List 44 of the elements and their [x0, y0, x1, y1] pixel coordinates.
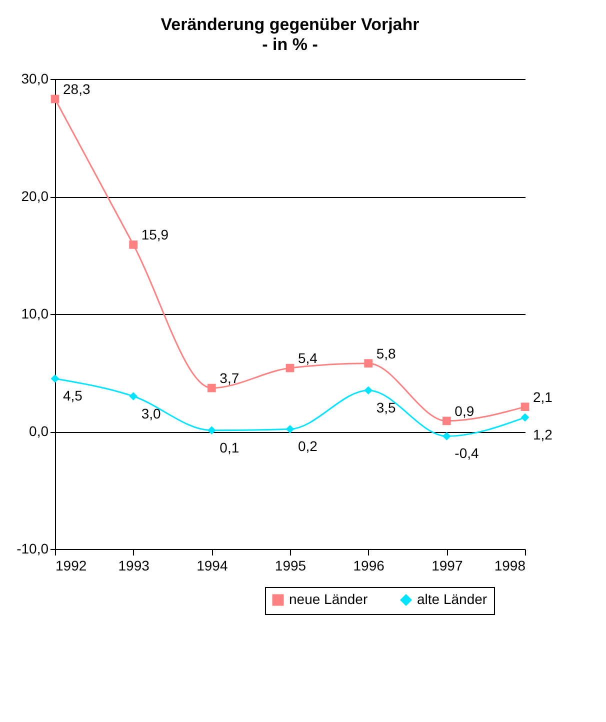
y-tick-label: 20,0 — [21, 188, 49, 204]
y-tick-label: 10,0 — [21, 306, 49, 322]
data-label: 5,8 — [376, 345, 396, 362]
point — [364, 386, 373, 395]
chart-subtitle: - in % - — [262, 35, 318, 54]
chart-title: Veränderung gegenüber Vorjahr — [160, 15, 420, 34]
data-label: 2,1 — [533, 388, 553, 405]
point — [50, 374, 60, 383]
data-label: 15,9 — [141, 226, 169, 243]
data-label: 0,1 — [220, 439, 240, 456]
point — [129, 240, 138, 249]
point — [520, 402, 530, 412]
data-label: -0,4 — [454, 445, 480, 462]
data-label: 28,3 — [63, 80, 90, 97]
legend-label: alte Länder — [417, 591, 488, 607]
point — [520, 413, 530, 422]
point — [364, 359, 373, 368]
x-tick-label: 1998 — [494, 558, 526, 574]
data-label: 3,0 — [141, 405, 162, 422]
point — [50, 94, 60, 104]
point — [207, 384, 216, 392]
data-label: 4,5 — [63, 388, 83, 404]
x-tick-label: 1997 — [432, 558, 463, 574]
data-label: 0,2 — [298, 438, 318, 454]
point — [207, 426, 216, 435]
y-tick-label: 0,0 — [29, 423, 49, 439]
x-tick-label: 1992 — [56, 558, 87, 574]
point — [442, 416, 451, 426]
data-label: 5,4 — [298, 350, 318, 366]
point — [129, 392, 138, 400]
x-tick-label: 1995 — [274, 558, 306, 574]
data-label: 3,7 — [220, 370, 240, 386]
point — [286, 424, 294, 434]
data-label: 1,2 — [533, 426, 553, 442]
data-label: 0,9 — [454, 402, 474, 419]
y-tick-label: -10,0 — [16, 540, 49, 556]
x-tick-label: 1993 — [118, 558, 150, 574]
x-tick-label: 1994 — [196, 558, 228, 574]
legend-label: neue Länder — [289, 591, 368, 607]
point — [286, 364, 294, 372]
y-tick-label: 30,0 — [21, 70, 49, 86]
point — [442, 432, 451, 440]
data-label: 3,5 — [376, 399, 396, 416]
x-tick-label: 1996 — [353, 558, 385, 574]
